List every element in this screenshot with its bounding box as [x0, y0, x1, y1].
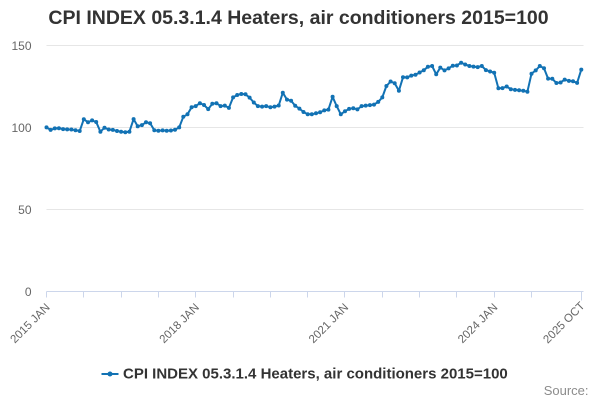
svg-text:150: 150 — [11, 39, 31, 53]
svg-text:CPI INDEX 05.3.1.4 Heaters, ai: CPI INDEX 05.3.1.4 Heaters, air conditio… — [48, 7, 548, 29]
svg-text:100: 100 — [11, 121, 31, 135]
svg-text:CPI INDEX 05.3.1.4 Heaters, ai: CPI INDEX 05.3.1.4 Heaters, air conditio… — [123, 366, 508, 383]
svg-text:Source:: Source: — [544, 383, 589, 398]
svg-text:50: 50 — [18, 203, 32, 217]
svg-text:0: 0 — [25, 285, 32, 299]
